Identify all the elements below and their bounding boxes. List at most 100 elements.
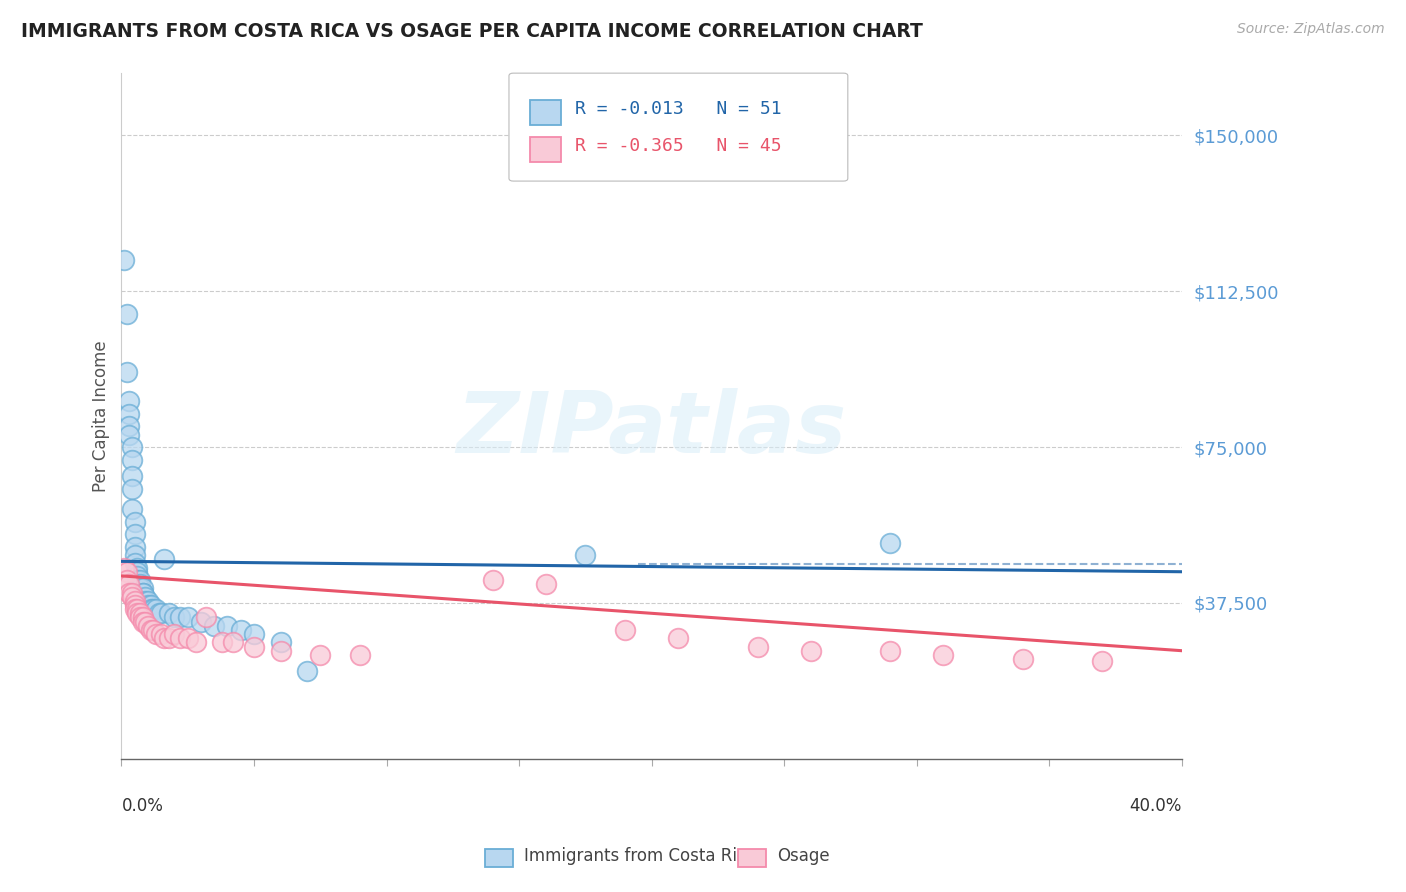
Point bbox=[124, 594, 146, 608]
Point bbox=[118, 427, 141, 442]
Point bbox=[295, 665, 318, 679]
Point bbox=[131, 610, 153, 624]
Point bbox=[157, 632, 180, 646]
Point bbox=[118, 407, 141, 421]
Point bbox=[150, 607, 173, 621]
Point bbox=[169, 632, 191, 646]
Text: R = -0.013   N = 51: R = -0.013 N = 51 bbox=[575, 100, 782, 118]
Point bbox=[879, 535, 901, 549]
Point bbox=[127, 607, 149, 621]
Point bbox=[124, 602, 146, 616]
Point bbox=[127, 602, 149, 616]
Point bbox=[142, 602, 165, 616]
Point bbox=[139, 623, 162, 637]
Point bbox=[131, 582, 153, 596]
Point bbox=[124, 527, 146, 541]
Point bbox=[121, 469, 143, 483]
Point bbox=[129, 577, 152, 591]
Point bbox=[163, 610, 186, 624]
Point bbox=[139, 598, 162, 612]
Point bbox=[666, 632, 689, 646]
Point bbox=[145, 602, 167, 616]
Point bbox=[124, 557, 146, 571]
Point bbox=[115, 565, 138, 579]
Point bbox=[124, 540, 146, 554]
Point bbox=[131, 585, 153, 599]
Text: IMMIGRANTS FROM COSTA RICA VS OSAGE PER CAPITA INCOME CORRELATION CHART: IMMIGRANTS FROM COSTA RICA VS OSAGE PER … bbox=[21, 22, 922, 41]
Point bbox=[211, 635, 233, 649]
Text: Source: ZipAtlas.com: Source: ZipAtlas.com bbox=[1237, 22, 1385, 37]
Point bbox=[800, 644, 823, 658]
Point bbox=[121, 452, 143, 467]
Point bbox=[115, 573, 138, 587]
Point bbox=[121, 440, 143, 454]
Point bbox=[127, 560, 149, 574]
Point bbox=[118, 585, 141, 599]
Text: Immigrants from Costa Rica: Immigrants from Costa Rica bbox=[524, 847, 756, 865]
Point bbox=[131, 615, 153, 629]
Point bbox=[112, 252, 135, 267]
Point bbox=[129, 582, 152, 596]
Point bbox=[115, 365, 138, 379]
Text: 40.0%: 40.0% bbox=[1129, 797, 1182, 814]
Point bbox=[142, 623, 165, 637]
Point bbox=[153, 552, 176, 566]
Point bbox=[129, 610, 152, 624]
Text: Osage: Osage bbox=[778, 847, 830, 865]
Point bbox=[1011, 652, 1033, 666]
Point bbox=[481, 573, 503, 587]
Point bbox=[129, 607, 152, 621]
Point bbox=[124, 515, 146, 529]
Point bbox=[136, 594, 159, 608]
Point bbox=[243, 640, 266, 654]
Point bbox=[574, 548, 596, 562]
Point bbox=[177, 632, 200, 646]
Point bbox=[222, 635, 245, 649]
Y-axis label: Per Capita Income: Per Capita Income bbox=[93, 340, 110, 491]
Point bbox=[118, 394, 141, 409]
Point bbox=[118, 577, 141, 591]
Point bbox=[169, 610, 191, 624]
Point bbox=[349, 648, 371, 662]
Point bbox=[932, 648, 955, 662]
Point bbox=[270, 644, 292, 658]
Point bbox=[131, 585, 153, 599]
Point bbox=[127, 565, 149, 579]
Point bbox=[150, 627, 173, 641]
Point bbox=[614, 623, 637, 637]
Point bbox=[127, 569, 149, 583]
Text: ZIPatlas: ZIPatlas bbox=[457, 388, 846, 471]
Point bbox=[139, 602, 162, 616]
Point bbox=[124, 548, 146, 562]
Point bbox=[121, 482, 143, 496]
Point bbox=[1091, 654, 1114, 668]
Point bbox=[145, 627, 167, 641]
Point bbox=[177, 610, 200, 624]
Point bbox=[121, 585, 143, 599]
Point bbox=[136, 619, 159, 633]
Point bbox=[534, 577, 557, 591]
Point bbox=[309, 648, 332, 662]
Point bbox=[270, 635, 292, 649]
Point bbox=[229, 623, 252, 637]
Text: R = -0.365   N = 45: R = -0.365 N = 45 bbox=[575, 137, 782, 155]
Point bbox=[118, 419, 141, 434]
Text: 0.0%: 0.0% bbox=[121, 797, 163, 814]
Point bbox=[195, 610, 218, 624]
Point bbox=[121, 502, 143, 516]
Point bbox=[134, 615, 156, 629]
Point bbox=[127, 573, 149, 587]
Point bbox=[134, 594, 156, 608]
Point bbox=[124, 598, 146, 612]
Point bbox=[129, 573, 152, 587]
Point bbox=[202, 619, 225, 633]
Point bbox=[243, 627, 266, 641]
Point bbox=[217, 619, 239, 633]
Point bbox=[115, 307, 138, 321]
Point bbox=[190, 615, 212, 629]
Point bbox=[134, 590, 156, 604]
Point bbox=[157, 607, 180, 621]
Point bbox=[148, 607, 170, 621]
Point bbox=[136, 598, 159, 612]
Point bbox=[184, 635, 207, 649]
